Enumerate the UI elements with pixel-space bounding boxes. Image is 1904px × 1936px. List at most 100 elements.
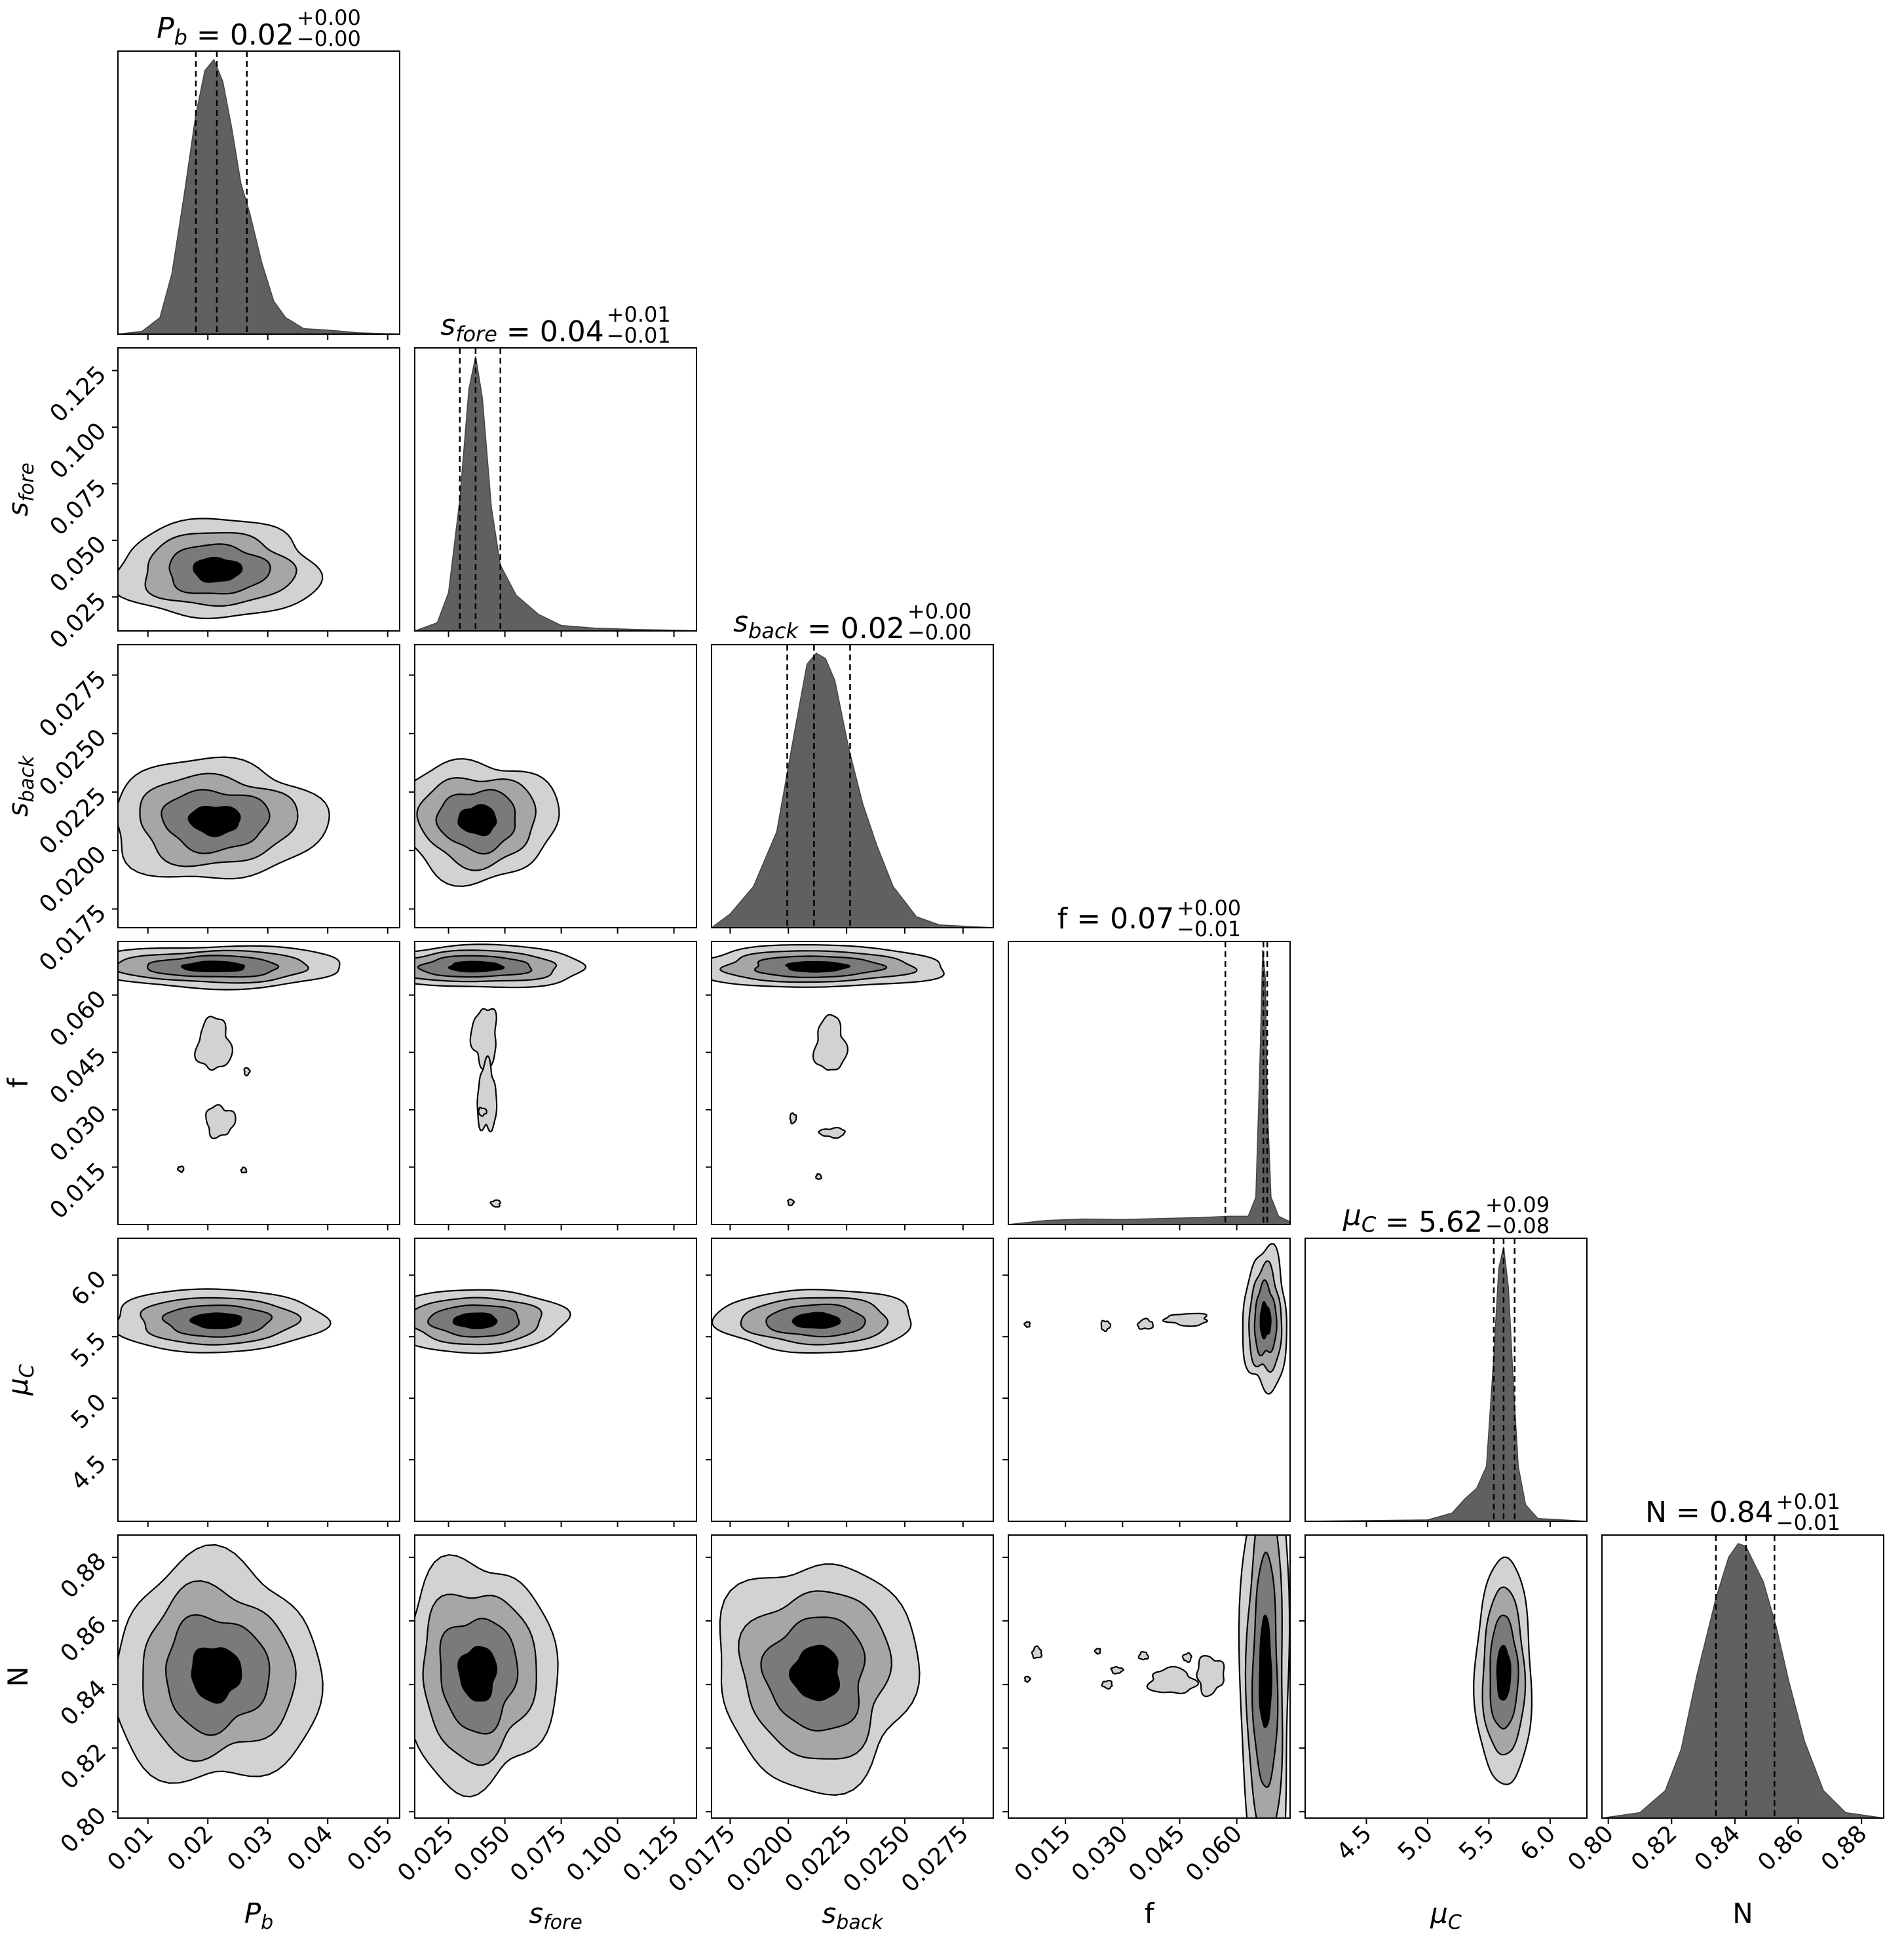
panel-frame: [117, 644, 400, 928]
panel-frame: [414, 941, 697, 1225]
panel-content: [118, 51, 400, 334]
y-tick-label: 5.0: [66, 1389, 111, 1434]
contour-island: [194, 1015, 234, 1071]
x-tick-label: 0.03: [222, 1820, 278, 1876]
title-name: μC = 5.62: [1342, 1199, 1483, 1239]
panel-frame: [711, 1238, 994, 1522]
y-tick-label: 0.015: [45, 1158, 111, 1224]
histogram-N: [1602, 1543, 1884, 1818]
panel-content: [415, 943, 587, 1208]
x-axis-label-Pb: Pb: [244, 1897, 273, 1934]
x-tick-label: 5.0: [1393, 1820, 1438, 1865]
x-axis-label-N: N: [1732, 1897, 1753, 1929]
panel-content: [118, 1544, 324, 1784]
panel-r4-c1: [409, 1238, 697, 1527]
panel-r5-c5: [1601, 1534, 1884, 1824]
x-tick-label: 0.015: [1010, 1820, 1076, 1887]
y-tick-label: 0.100: [45, 417, 111, 484]
panel-frame: [1008, 941, 1291, 1225]
title-f: f = 0.07 +0.00−0.01: [1057, 896, 1241, 941]
contour-island: [787, 1198, 795, 1207]
panel-content: [712, 645, 993, 928]
x-axis-label-f: f: [1145, 1897, 1155, 1929]
y-tick-label: 0.84: [56, 1675, 112, 1732]
y-tick-label: 6.0: [66, 1266, 111, 1311]
y-axis-label-sfore: sfore: [2, 463, 39, 516]
contour-island: [478, 1107, 487, 1117]
y-tick-label: 0.0275: [34, 666, 111, 743]
panel-r5-c4: [1299, 1534, 1588, 1824]
y-tick-label: 0.80: [56, 1802, 112, 1859]
y-tick-label: 0.025: [45, 588, 111, 655]
title-minus: −0.01: [607, 323, 671, 348]
contour-island: [1162, 1312, 1209, 1327]
contour-level-1: [1496, 1644, 1512, 1701]
title-plus: +0.01: [607, 302, 671, 327]
title-plus: +0.00: [297, 5, 361, 30]
contour-island: [812, 1014, 849, 1071]
panel-content: [118, 756, 330, 880]
contour-island: [1146, 1665, 1200, 1694]
title-minus: −0.00: [297, 26, 361, 51]
panel-frame: [711, 644, 994, 928]
panel-content: [118, 518, 324, 620]
x-tick-label: 5.5: [1454, 1820, 1499, 1865]
contour-level-1: [1259, 1614, 1272, 1728]
x-tick-label: 0.86: [1753, 1820, 1809, 1876]
y-tick-label: 5.5: [66, 1327, 111, 1373]
y-tick-label: 0.075: [45, 474, 111, 541]
title-minus: −0.01: [1177, 917, 1241, 941]
panel-content: [1305, 1238, 1587, 1521]
y-tick-label: 0.86: [56, 1611, 112, 1667]
contour-level-1: [452, 1312, 498, 1329]
title-name: sback = 0.02: [733, 605, 905, 645]
panel-frame: [117, 1238, 400, 1522]
panel-frame: [414, 1534, 697, 1819]
x-tick-label: 0.075: [505, 1820, 572, 1887]
x-tick-label: 0.030: [1067, 1820, 1133, 1887]
contour-level-1: [791, 1312, 841, 1329]
panel-frame: [1601, 1534, 1884, 1819]
title-minus: −0.01: [1776, 1510, 1840, 1535]
panel-r2-c2: [711, 644, 994, 934]
histogram-Pb: [118, 58, 400, 334]
title-name: sfore = 0.04: [440, 309, 603, 349]
histogram-f: [1008, 949, 1290, 1224]
contour-island: [1094, 1648, 1101, 1655]
panel-content: [1023, 1243, 1287, 1395]
contour-island: [1181, 1652, 1192, 1663]
x-tick-label: 0.025: [392, 1820, 459, 1887]
contour-island: [1031, 1645, 1043, 1660]
panel-content: [1602, 1535, 1884, 1818]
contour-island: [818, 1127, 846, 1139]
contour-island: [789, 1112, 797, 1125]
panel-content: [415, 348, 696, 631]
histogram-sback: [712, 653, 993, 928]
panel-frame: [414, 644, 697, 928]
x-tick-label: 0.05: [342, 1820, 398, 1876]
panel-frame: [1008, 1534, 1291, 1819]
contour-island: [243, 1067, 251, 1076]
panel-r4-c4: [1304, 1238, 1588, 1527]
contour-island: [1196, 1655, 1225, 1698]
x-tick-label: 0.80: [1563, 1820, 1619, 1876]
panel-r5-c1: [409, 1534, 697, 1824]
panel-frame: [414, 347, 697, 632]
panel-r2-c1: [409, 644, 697, 934]
contour-level-1: [1259, 1300, 1272, 1340]
title-N: N = 0.84 +0.01−0.01: [1645, 1489, 1840, 1535]
panel-content: [415, 1554, 559, 1798]
y-axis-label-muC: μC: [2, 1364, 39, 1396]
panel-r3-c0: [112, 941, 400, 1230]
panel-r4-c0: [112, 1238, 400, 1527]
panel-r1-c1: [414, 347, 697, 637]
panel-content: [118, 945, 341, 1173]
title-plus: +0.00: [1177, 896, 1241, 921]
title-plus: +0.09: [1485, 1192, 1550, 1217]
y-tick-label: 0.88: [56, 1547, 112, 1604]
x-tick-label: 0.060: [1181, 1820, 1247, 1887]
panel-r2-c0: [112, 644, 400, 934]
panel-r4-c2: [706, 1238, 994, 1527]
histogram-sfore: [415, 356, 696, 631]
